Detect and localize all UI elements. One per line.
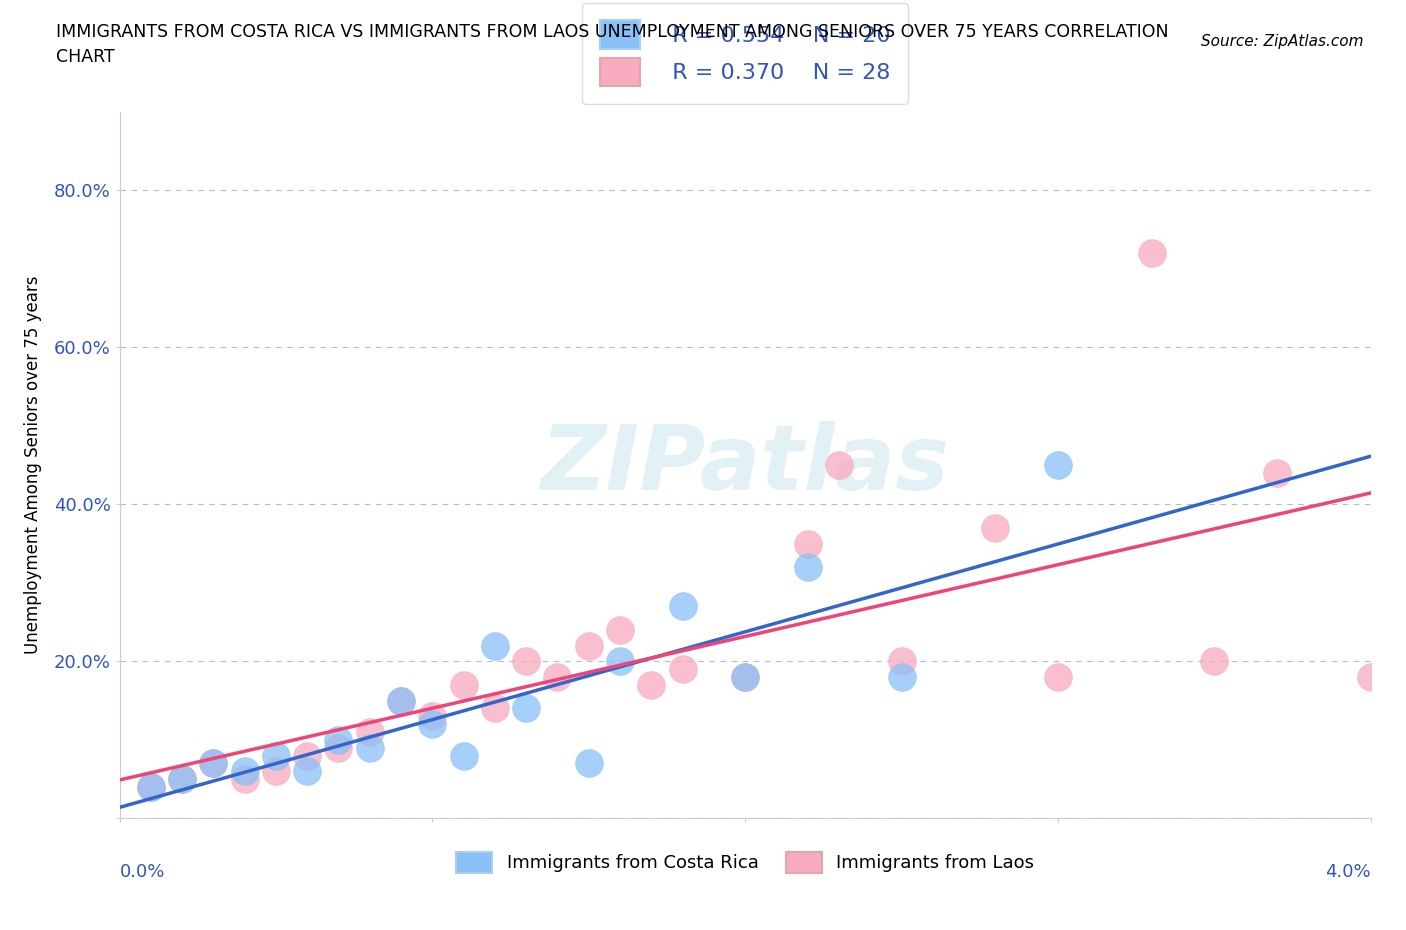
Point bbox=[422, 709, 444, 724]
Point bbox=[546, 670, 568, 684]
Point bbox=[264, 764, 287, 778]
Point bbox=[1046, 670, 1069, 684]
Point bbox=[890, 670, 912, 684]
Point bbox=[796, 536, 818, 551]
Point bbox=[233, 772, 256, 787]
Point bbox=[202, 756, 225, 771]
Text: ZIPatlas: ZIPatlas bbox=[541, 421, 949, 509]
Point bbox=[484, 701, 506, 716]
Point bbox=[984, 521, 1007, 536]
Point bbox=[389, 693, 412, 708]
Point bbox=[578, 638, 600, 653]
Point bbox=[828, 458, 851, 472]
Point bbox=[202, 756, 225, 771]
Point bbox=[453, 677, 475, 692]
Point bbox=[609, 622, 631, 637]
Text: CHART: CHART bbox=[56, 48, 115, 66]
Point bbox=[671, 662, 693, 677]
Point bbox=[297, 748, 319, 763]
Point bbox=[172, 772, 194, 787]
Point bbox=[1140, 246, 1163, 260]
Point bbox=[640, 677, 662, 692]
Point bbox=[172, 772, 194, 787]
Point bbox=[515, 701, 537, 716]
Text: IMMIGRANTS FROM COSTA RICA VS IMMIGRANTS FROM LAOS UNEMPLOYMENT AMONG SENIORS OV: IMMIGRANTS FROM COSTA RICA VS IMMIGRANTS… bbox=[56, 23, 1168, 41]
Point bbox=[389, 693, 412, 708]
Point bbox=[890, 654, 912, 669]
Point bbox=[453, 748, 475, 763]
Point bbox=[484, 638, 506, 653]
Point bbox=[233, 764, 256, 778]
Point bbox=[796, 560, 818, 575]
Point bbox=[1360, 670, 1382, 684]
Point bbox=[139, 779, 162, 794]
Point bbox=[515, 654, 537, 669]
Text: Source: ZipAtlas.com: Source: ZipAtlas.com bbox=[1201, 34, 1364, 49]
Point bbox=[328, 740, 350, 755]
Point bbox=[422, 717, 444, 732]
Point bbox=[1204, 654, 1226, 669]
Point bbox=[609, 654, 631, 669]
Point bbox=[264, 748, 287, 763]
Point bbox=[139, 779, 162, 794]
Text: 4.0%: 4.0% bbox=[1326, 863, 1371, 882]
Text: 0.0%: 0.0% bbox=[120, 863, 165, 882]
Point bbox=[359, 740, 381, 755]
Point bbox=[328, 733, 350, 748]
Point bbox=[671, 599, 693, 614]
Point bbox=[1265, 465, 1288, 480]
Point bbox=[297, 764, 319, 778]
Point bbox=[734, 670, 756, 684]
Point bbox=[1046, 458, 1069, 472]
Y-axis label: Unemployment Among Seniors over 75 years: Unemployment Among Seniors over 75 years bbox=[24, 276, 42, 654]
Point bbox=[359, 724, 381, 739]
Legend: Immigrants from Costa Rica, Immigrants from Laos: Immigrants from Costa Rica, Immigrants f… bbox=[449, 844, 1042, 880]
Point bbox=[578, 756, 600, 771]
Point bbox=[734, 670, 756, 684]
